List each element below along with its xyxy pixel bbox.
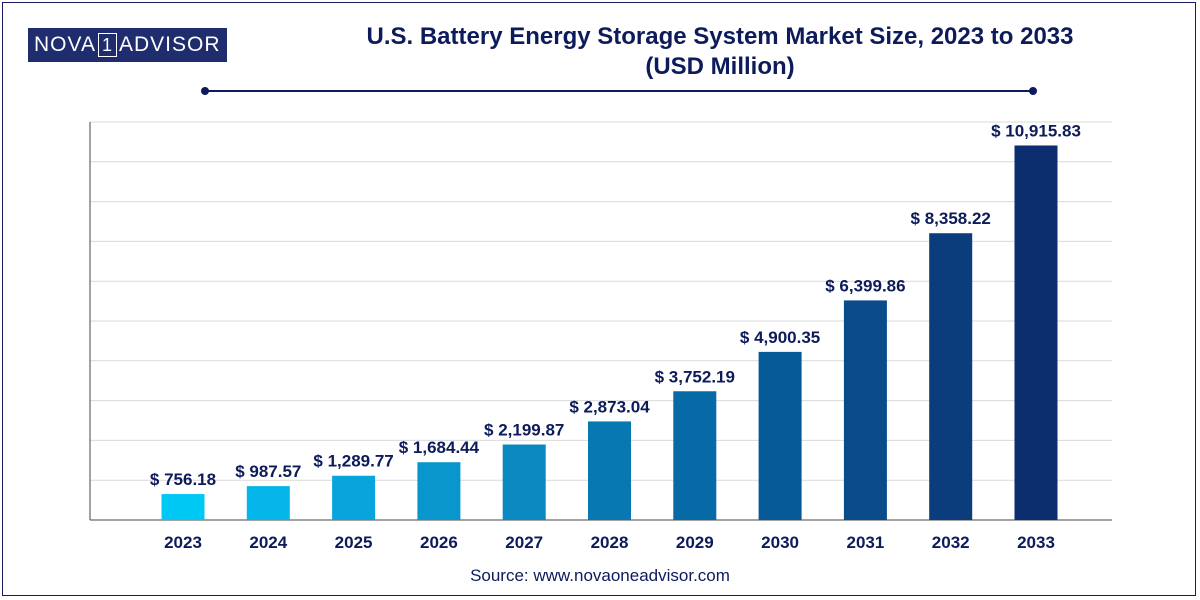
data-label-2031: $ 6,399.86 bbox=[825, 276, 905, 295]
bar-2026 bbox=[417, 462, 461, 520]
brand-logo-mark: 1 bbox=[97, 33, 117, 57]
x-tick-label-2025: 2025 bbox=[335, 533, 373, 552]
data-label-2030: $ 4,900.35 bbox=[740, 328, 820, 347]
x-tick-label-2029: 2029 bbox=[676, 533, 714, 552]
data-label-2032: $ 8,358.22 bbox=[911, 209, 991, 228]
bar-2024 bbox=[246, 486, 290, 520]
bar-2023 bbox=[161, 494, 205, 520]
chart-title-line-2: (USD Million) bbox=[645, 53, 795, 80]
chart-title: U.S. Battery Energy Storage System Marke… bbox=[300, 22, 1140, 82]
brand-logo-right: ADVISOR bbox=[118, 33, 221, 56]
title-divider bbox=[201, 87, 1037, 95]
brand-logo-left: NOVA bbox=[34, 33, 96, 56]
bar-2032 bbox=[929, 233, 973, 520]
data-label-2024: $ 987.57 bbox=[235, 462, 301, 481]
data-label-2023: $ 756.18 bbox=[150, 470, 216, 489]
chart-title-line-1: U.S. Battery Energy Storage System Marke… bbox=[366, 23, 1074, 50]
bar-2027 bbox=[502, 444, 546, 520]
title-divider-left-dot bbox=[201, 87, 209, 95]
bar-2031 bbox=[843, 300, 887, 520]
x-tick-label-2023: 2023 bbox=[164, 533, 202, 552]
data-label-2033: $ 10,915.83 bbox=[991, 121, 1081, 140]
x-tick-label-2033: 2033 bbox=[1017, 533, 1055, 552]
x-tick-label-2030: 2030 bbox=[761, 533, 799, 552]
bar-2029 bbox=[673, 391, 717, 520]
x-tick-label-2031: 2031 bbox=[846, 533, 884, 552]
source-note: Source: www.novaoneadvisor.com bbox=[470, 566, 730, 585]
data-label-2027: $ 2,199.87 bbox=[484, 421, 564, 440]
x-tick-label-2028: 2028 bbox=[591, 533, 629, 552]
bar-2033 bbox=[1014, 145, 1058, 520]
data-label-2025: $ 1,289.77 bbox=[313, 452, 393, 471]
x-tick-label-2026: 2026 bbox=[420, 533, 458, 552]
bar-2025 bbox=[332, 475, 376, 520]
title-divider-right-dot bbox=[1029, 87, 1037, 95]
bar-2028 bbox=[588, 421, 631, 520]
x-tick-label-2024: 2024 bbox=[249, 533, 287, 552]
brand-logo: NOVA 1 ADVISOR bbox=[28, 28, 227, 62]
data-label-2029: $ 3,752.19 bbox=[655, 367, 735, 386]
x-tick-label-2027: 2027 bbox=[505, 533, 543, 552]
bar-2030 bbox=[758, 351, 802, 520]
x-tick-label-2032: 2032 bbox=[932, 533, 970, 552]
data-label-2028: $ 2,873.04 bbox=[569, 397, 650, 416]
data-label-2026: $ 1,684.44 bbox=[399, 438, 480, 457]
